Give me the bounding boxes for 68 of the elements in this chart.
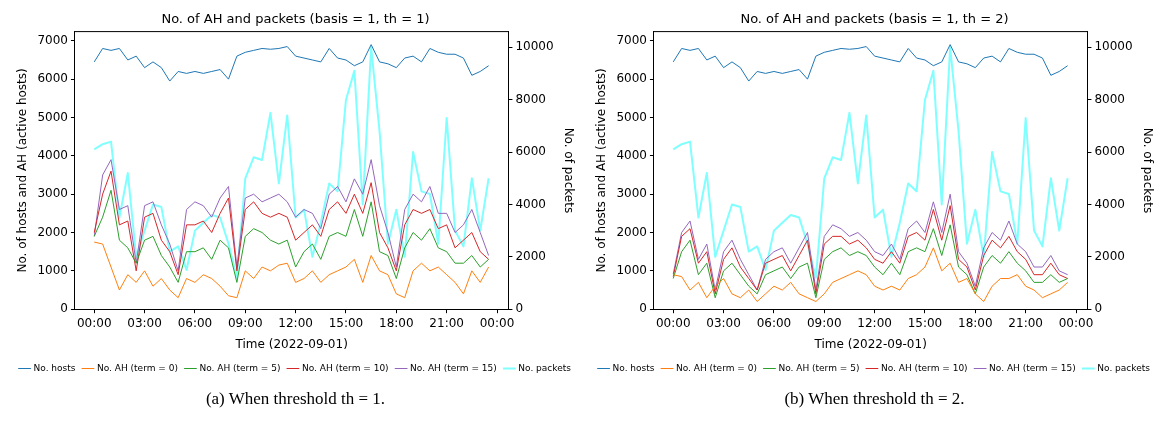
legend-label: No. AH (term = 5): [778, 362, 860, 373]
x-axis-title: Time (2022-09-01): [813, 336, 927, 351]
chart-title: No. of AH and packets (basis = 1, th = 1): [161, 11, 430, 27]
x-tick-label: 21:00: [429, 315, 464, 330]
y2-tick-label: 8000: [515, 91, 546, 106]
x-tick-label: 00:00: [76, 315, 112, 330]
y-tick-label: 2000: [37, 224, 68, 239]
y-tick-label: 4000: [616, 147, 647, 162]
y-tick-label: 3000: [37, 186, 68, 201]
x-tick-label: 00:00: [1058, 315, 1094, 330]
x-tick-label: 03:00: [706, 315, 741, 330]
legend-label: No. AH (term = 15): [989, 362, 1076, 373]
y-tick-label: 1000: [616, 262, 647, 277]
x-tick-label: 03:00: [127, 315, 162, 330]
x-tick-label: 18:00: [379, 315, 414, 330]
y-tick-label: 6000: [37, 71, 68, 86]
y-tick-label: 0: [60, 301, 68, 316]
y-tick-label: 3000: [616, 186, 647, 201]
legend-label: No. AH (term = 15): [410, 362, 497, 373]
y-tick-label: 0: [639, 301, 647, 316]
x-tick-label: 06:00: [177, 315, 213, 330]
x-tick-label: 09:00: [806, 315, 842, 330]
x-tick-label: 12:00: [857, 315, 892, 330]
y-axis-title: No. of hosts and AH (active hosts): [15, 68, 30, 273]
y-tick-label: 5000: [37, 109, 68, 124]
legend-label: No. hosts: [612, 362, 655, 373]
legend-label: No. AH (term = 10): [880, 362, 968, 373]
y2-tick-label: 8000: [1094, 91, 1125, 106]
y-tick-label: 1000: [37, 262, 68, 277]
legend-label: No. AH (term = 0): [96, 362, 178, 373]
legend-label: No. AH (term = 10): [301, 362, 389, 373]
legend-label: No. hosts: [33, 362, 76, 373]
x-axis-title: Time (2022-09-01): [234, 336, 348, 351]
chart-title: No. of AH and packets (basis = 1, th = 2): [740, 11, 1009, 27]
y-tick-label: 7000: [616, 32, 647, 47]
x-tick-label: 00:00: [655, 315, 691, 330]
legend-label: No. AH (term = 5): [199, 362, 281, 373]
x-tick-label: 12:00: [278, 315, 313, 330]
x-tick-label: 00:00: [479, 315, 515, 330]
y-tick-label: 4000: [37, 147, 68, 162]
text: (a) When threshold th = 1.: [205, 389, 386, 409]
legend-label: No. AH (term = 0): [675, 362, 757, 373]
y2-tick-label: 4000: [1094, 196, 1125, 211]
legend-label: No. packets: [518, 362, 572, 373]
text: (b) When threshold th = 2.: [784, 389, 965, 409]
x-tick-label: 09:00: [227, 315, 263, 330]
y-tick-label: 6000: [616, 71, 647, 86]
y-tick-label: 5000: [616, 109, 647, 124]
x-tick-label: 15:00: [907, 315, 943, 330]
y2-tick-label: 0: [1094, 301, 1103, 316]
y2-tick-label: 0: [515, 301, 524, 316]
x-tick-label: 06:00: [756, 315, 792, 330]
y2-tick-label: 10000: [515, 39, 554, 54]
y2-tick-label: 6000: [1094, 144, 1125, 159]
y-tick-label: 2000: [616, 224, 647, 239]
x-tick-label: 21:00: [1008, 315, 1043, 330]
x-tick-label: 15:00: [328, 315, 364, 330]
y2-tick-label: 10000: [1094, 39, 1133, 54]
y2-tick-label: 6000: [515, 144, 546, 159]
y-axis-title: No. of hosts and AH (active hosts): [594, 68, 609, 273]
legend-label: No. packets: [1097, 362, 1151, 373]
y2-tick-label: 2000: [515, 248, 546, 263]
y2-axis-title: No. of packets: [1140, 127, 1155, 214]
y2-tick-label: 2000: [1094, 248, 1125, 263]
x-tick-label: 18:00: [958, 315, 993, 330]
y2-axis-title: No. of packets: [561, 127, 576, 214]
y-tick-label: 7000: [37, 32, 68, 47]
y2-tick-label: 4000: [515, 196, 546, 211]
